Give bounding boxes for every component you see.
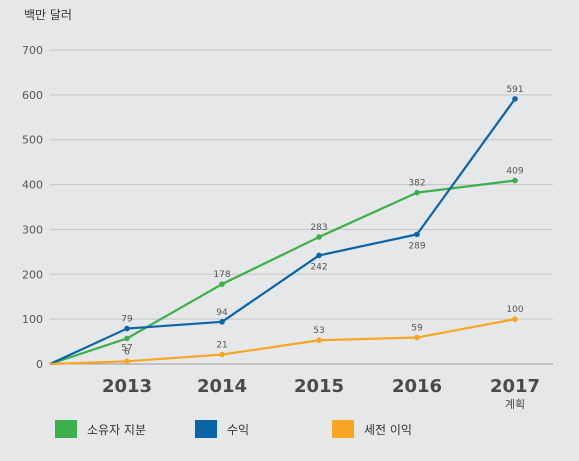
x-tick-sublabel: 계획 [505, 398, 525, 411]
y-tick-label: 500 [22, 134, 43, 147]
data-label: 283 [310, 223, 327, 233]
series-line [49, 318, 516, 366]
gridlines [50, 49, 553, 365]
y-tick-label: 100 [22, 313, 43, 326]
data-point [512, 96, 518, 102]
data-label: 409 [506, 167, 523, 177]
data-label: 21 [216, 341, 227, 351]
data-point [316, 337, 322, 344]
legend-item-equity: 소유자 지분 [55, 420, 146, 438]
data-label: 94 [216, 308, 228, 318]
y-unit-label: 백만 달러 [24, 8, 72, 22]
x-tick-label: 2015 [294, 376, 344, 397]
data-point [219, 351, 225, 358]
data-point [512, 316, 518, 322]
legend-label-equity: 소유자 지분 [87, 422, 147, 437]
data-point [219, 319, 225, 325]
series-points [124, 96, 518, 365]
data-label: 382 [408, 179, 425, 189]
series-line [49, 98, 516, 365]
data-point [512, 177, 518, 184]
data-point [219, 281, 225, 287]
y-tick-label: 700 [22, 44, 43, 57]
series-line [49, 179, 516, 366]
legend-label-revenue: 수익 [227, 422, 250, 437]
x-tick-label: 2013 [102, 376, 152, 397]
data-point [124, 335, 130, 342]
data-label: 79 [121, 315, 133, 325]
data-label: 591 [506, 85, 523, 95]
data-label: 178 [213, 270, 230, 280]
legend-label-pretax-profit: 세전 이익 [364, 422, 412, 437]
data-point [316, 252, 322, 259]
legend-swatch-revenue [195, 420, 217, 438]
data-label: 100 [506, 305, 523, 315]
data-label: 289 [408, 241, 425, 251]
data-label: 57 [121, 343, 132, 353]
data-label: 53 [313, 326, 324, 336]
y-tick-label: 400 [22, 179, 43, 192]
legend-swatch-equity [55, 420, 77, 438]
legend-item-revenue: 수익 [195, 420, 249, 438]
series-lines [49, 98, 516, 366]
x-tick-label: 2017 [490, 376, 540, 397]
data-labels: 57 178 283 382 409 79 94 242 289 591 6 21 53 59 100 [121, 85, 524, 357]
data-point [414, 231, 420, 238]
legend-swatch-pretax-profit [332, 420, 354, 438]
y-tick-label: 300 [22, 223, 43, 236]
data-label: 6 [124, 347, 130, 357]
x-tick-label: 2016 [392, 376, 442, 397]
y-axis-ticks: 0 100 200 300 400 500 600 700 [22, 44, 43, 371]
data-point [316, 234, 322, 240]
data-point [414, 189, 420, 196]
legend-item-pretax-profit: 세전 이익 [332, 420, 412, 438]
x-tick-label: 2014 [197, 376, 247, 397]
data-point [124, 358, 130, 365]
data-label: 242 [310, 262, 327, 272]
y-tick-label: 200 [22, 268, 43, 281]
y-tick-label: 0 [36, 358, 43, 371]
data-point [124, 325, 130, 332]
legend: 소유자 지분 수익 세전 이익 [0, 420, 579, 450]
data-label: 59 [411, 324, 423, 334]
data-point [414, 334, 420, 341]
y-tick-label: 600 [22, 89, 43, 102]
